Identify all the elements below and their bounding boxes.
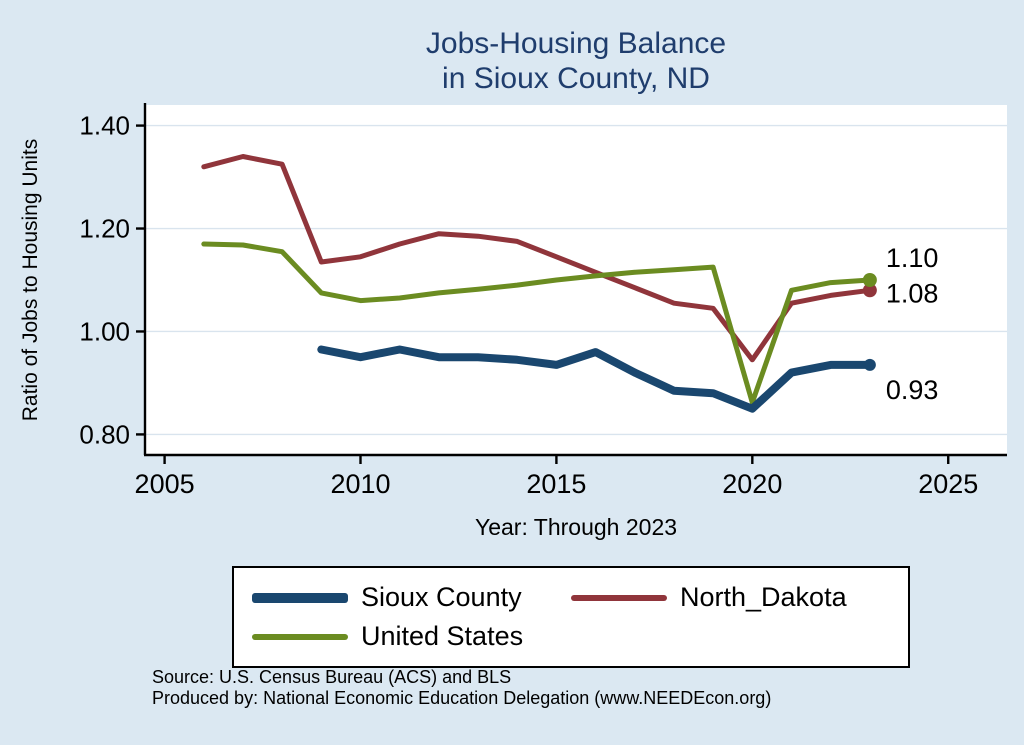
end-dot-sioux-county — [863, 358, 876, 371]
legend-item-north-dakota: North_Dakota — [571, 582, 890, 613]
source-line: Source: U.S. Census Bureau (ACS) and BLS — [152, 667, 512, 687]
series-line-united-states — [201, 241, 873, 405]
end-label-united-states: 1.10 — [886, 243, 939, 273]
x-axis-label: Year: Through 2023 — [474, 514, 678, 540]
legend-item-sioux-county: Sioux County — [252, 582, 571, 613]
chart-title: Jobs-Housing Balance in Sioux County, ND — [145, 26, 1007, 96]
legend-line-sample-sioux-county — [252, 592, 348, 603]
chart-title-line2: in Sioux County, ND — [442, 62, 710, 96]
end-label-sioux-county: 0.93 — [886, 375, 939, 405]
legend-item-united-states: United States — [252, 621, 571, 652]
y-tick-label: 0.80 — [79, 419, 130, 449]
end-label-north-dakota: 1.08 — [886, 278, 939, 308]
y-tick-label: 1.20 — [79, 214, 130, 244]
end-dot-united-states — [862, 273, 877, 287]
legend-label-north-dakota: North_Dakota — [680, 582, 847, 612]
series-line-north-dakota — [201, 154, 873, 363]
legend-label-united-states: United States — [361, 621, 524, 651]
x-tick-label: 2020 — [722, 469, 782, 499]
legend-line-sample-north-dakota — [571, 594, 667, 601]
chart-title-line1: Jobs-Housing Balance — [425, 27, 727, 60]
footer: Source: U.S. Census Bureau (ACS) and BLS… — [152, 667, 771, 709]
legend: Sioux County North_Dakota United States — [232, 566, 910, 668]
series-line-sioux-county — [317, 345, 874, 413]
produced-line: Produced by: National Economic Education… — [152, 687, 772, 708]
y-tick-label: 1.00 — [79, 316, 130, 346]
legend-label-sioux-county: Sioux County — [361, 582, 522, 612]
x-tick-label: 2015 — [526, 469, 586, 499]
x-tick-label: 2025 — [918, 469, 978, 499]
legend-line-sample-united-states — [252, 633, 348, 640]
x-tick-label: 2010 — [330, 469, 390, 499]
end-dot-north-dakota — [862, 283, 877, 298]
y-tick-label: 1.40 — [79, 111, 130, 141]
x-tick-label: 2005 — [135, 469, 195, 499]
